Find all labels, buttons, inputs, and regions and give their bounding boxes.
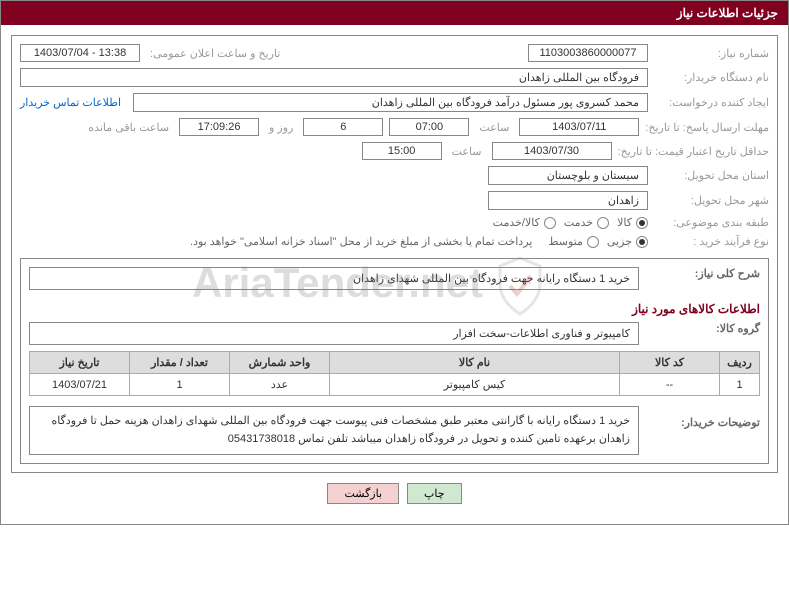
value-delivery-province: سیستان و بلوچستان [488, 166, 648, 185]
th-code: کد کالا [620, 352, 720, 374]
value-reply-date: 1403/07/11 [519, 118, 639, 136]
table-row: 1 -- کیس کامپیوتر عدد 1 1403/07/21 [30, 374, 760, 396]
td-qty: 1 [130, 374, 230, 396]
row-description: شرح کلی نیاز: خرید 1 دستگاه رایانه جهت ف… [29, 267, 760, 290]
label-buyer-org: نام دستگاه خریدار: [654, 71, 769, 84]
row-category: طبقه بندی موضوعی: کالا خدمت کالا/خدمت [20, 216, 769, 229]
label-price-validity: حداقل تاریخ اعتبار قیمت: تا تاریخ: [618, 145, 769, 158]
print-button[interactable]: چاپ [407, 483, 462, 504]
label-price-time: ساعت [448, 145, 486, 158]
value-announce-datetime: 13:38 - 1403/07/04 [20, 44, 140, 62]
label-announce-datetime: تاریخ و ساعت اعلان عمومی: [146, 47, 284, 60]
th-date: تاریخ نیاز [30, 352, 130, 374]
value-delivery-city: زاهدان [488, 191, 648, 210]
panel-header: جزئیات اطلاعات نیاز [1, 1, 788, 25]
label-remaining: ساعت باقی مانده [84, 121, 173, 134]
label-reply-deadline: مهلت ارسال پاسخ: تا تاریخ: [645, 121, 769, 134]
radio-service[interactable]: خدمت [564, 216, 609, 229]
th-qty: تعداد / مقدار [130, 352, 230, 374]
td-date: 1403/07/21 [30, 374, 130, 396]
goods-section-title: اطلاعات کالاهای مورد نیاز [29, 302, 760, 316]
label-goods-group: گروه کالا: [645, 322, 760, 335]
label-days-and: روز و [265, 121, 297, 134]
goods-table: ردیف کد کالا نام کالا واحد شمارش تعداد /… [29, 351, 760, 396]
value-buyer-org: فرودگاه بین المللی زاهدان [20, 68, 648, 87]
value-reply-days: 6 [303, 118, 383, 136]
process-note: پرداخت تمام یا بخشی از مبلغ خرید از محل … [190, 235, 532, 248]
value-goods-group: کامپیوتر و فناوری اطلاعات-سخت افزار [29, 322, 639, 345]
row-need-number: شماره نیاز: 1103003860000077 تاریخ و ساع… [20, 44, 769, 62]
radio-icon [636, 236, 648, 248]
label-process-type: نوع فرآیند خرید : [654, 235, 769, 248]
row-buyer-org: نام دستگاه خریدار: فرودگاه بین المللی زا… [20, 68, 769, 87]
radio-medium[interactable]: متوسط [548, 235, 599, 248]
label-requester: ایجاد کننده درخواست: [654, 96, 769, 109]
table-header-row: ردیف کد کالا نام کالا واحد شمارش تعداد /… [30, 352, 760, 374]
value-price-time: 15:00 [362, 142, 442, 160]
radio-icon [587, 236, 599, 248]
value-countdown: 17:09:26 [179, 118, 259, 136]
content-area: AriaTender.net شماره نیاز: 1103003860000… [1, 25, 788, 524]
radio-goods[interactable]: کالا [617, 216, 648, 229]
label-reply-time: ساعت [475, 121, 513, 134]
value-buyer-description: خرید 1 دستگاه رایانه با گارانتی معتبر طب… [29, 406, 639, 455]
row-goods-group: گروه کالا: کامپیوتر و فناوری اطلاعات-سخت… [29, 322, 760, 345]
back-button[interactable]: بازگشت [327, 483, 399, 504]
row-delivery-city: شهر محل تحویل: زاهدان [20, 191, 769, 210]
category-radio-group: کالا خدمت کالا/خدمت [493, 216, 648, 229]
panel-title: جزئیات اطلاعات نیاز [677, 6, 778, 20]
label-delivery-city: شهر محل تحویل: [654, 194, 769, 207]
value-need-number: 1103003860000077 [528, 44, 648, 62]
row-process-type: نوع فرآیند خرید : جزیی متوسط پرداخت تمام… [20, 235, 769, 248]
row-price-validity: حداقل تاریخ اعتبار قیمت: تا تاریخ: 1403/… [20, 142, 769, 160]
content-inner: AriaTender.net شماره نیاز: 1103003860000… [11, 35, 778, 473]
row-buyer-description: توضیحات خریدار: خرید 1 دستگاه رایانه با … [29, 406, 760, 455]
label-category: طبقه بندی موضوعی: [654, 216, 769, 229]
details-panel: شرح کلی نیاز: خرید 1 دستگاه رایانه جهت ف… [20, 258, 769, 464]
radio-icon [636, 217, 648, 229]
td-unit: عدد [230, 374, 330, 396]
label-description: شرح کلی نیاز: [645, 267, 760, 280]
value-requester: محمد کسروی پور مسئول درآمد فرودگاه بین ا… [133, 93, 648, 112]
td-code: -- [620, 374, 720, 396]
radio-goods-service[interactable]: کالا/خدمت [493, 216, 556, 229]
td-row: 1 [720, 374, 760, 396]
button-row: چاپ بازگشت [11, 473, 778, 514]
th-name: نام کالا [330, 352, 620, 374]
th-row: ردیف [720, 352, 760, 374]
value-reply-time: 07:00 [389, 118, 469, 136]
process-radio-group: جزیی متوسط [548, 235, 648, 248]
buyer-contact-link[interactable]: اطلاعات تماس خریدار [20, 96, 127, 109]
td-name: کیس کامپیوتر [330, 374, 620, 396]
th-unit: واحد شمارش [230, 352, 330, 374]
label-delivery-province: استان محل تحویل: [654, 169, 769, 182]
label-buyer-description: توضیحات خریدار: [645, 406, 760, 429]
value-price-date: 1403/07/30 [492, 142, 612, 160]
radio-minor[interactable]: جزیی [607, 235, 648, 248]
row-reply-deadline: مهلت ارسال پاسخ: تا تاریخ: 1403/07/11 سا… [20, 118, 769, 136]
radio-icon [544, 217, 556, 229]
value-description: خرید 1 دستگاه رایانه جهت فرودگاه بین الم… [29, 267, 639, 290]
radio-icon [597, 217, 609, 229]
label-need-number: شماره نیاز: [654, 47, 769, 60]
main-container: جزئیات اطلاعات نیاز AriaTender.net شماره… [0, 0, 789, 525]
row-delivery-province: استان محل تحویل: سیستان و بلوچستان [20, 166, 769, 185]
row-requester: ایجاد کننده درخواست: محمد کسروی پور مسئو… [20, 93, 769, 112]
